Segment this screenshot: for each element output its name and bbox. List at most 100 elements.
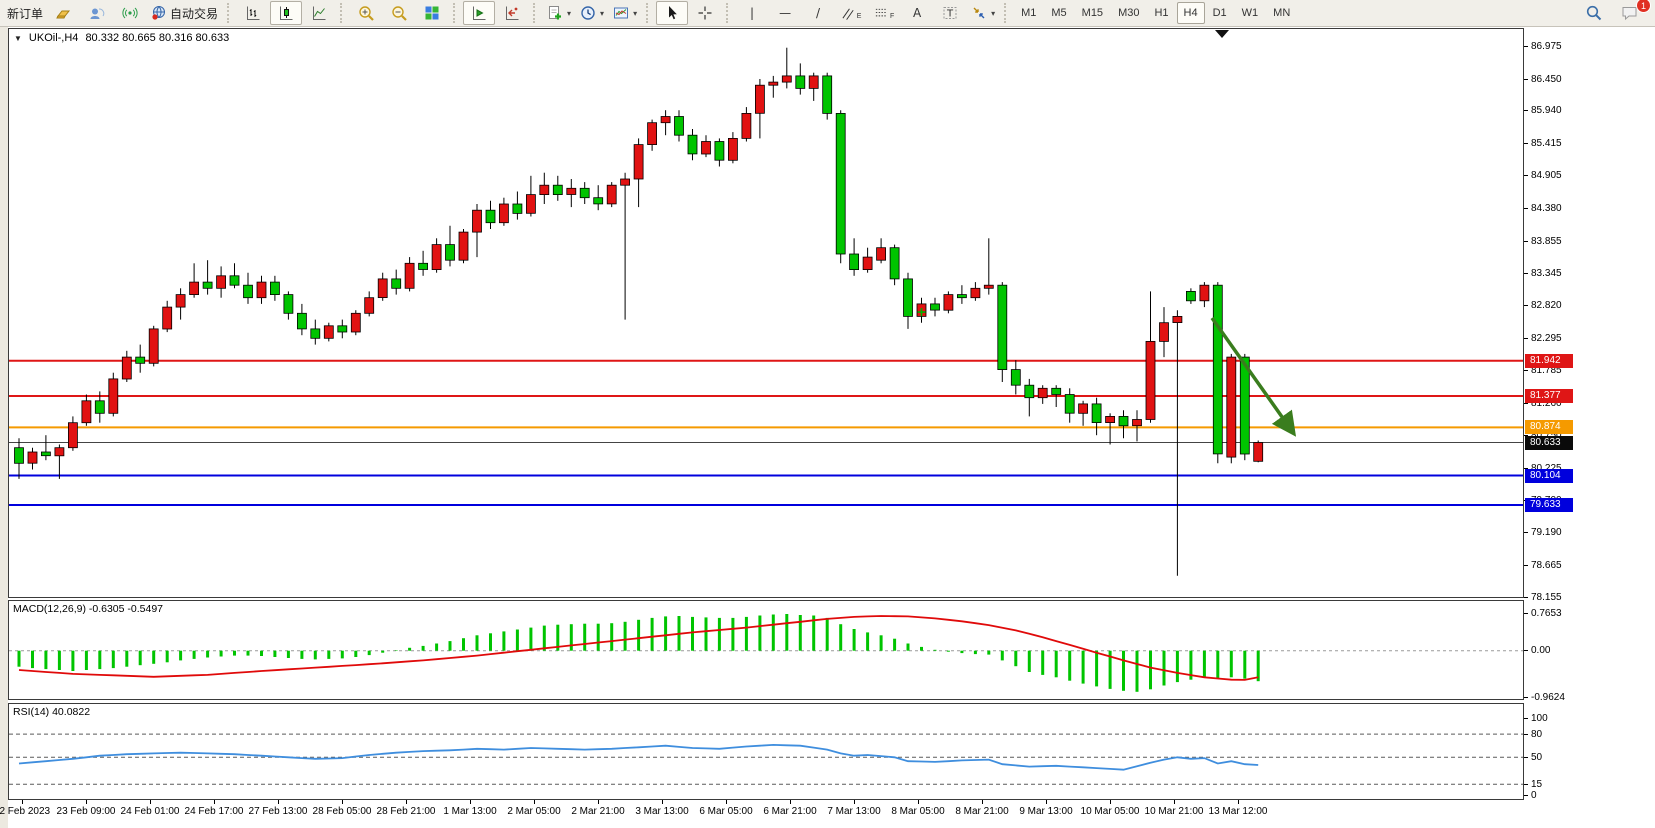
price-tick: 81.260	[1524, 398, 1562, 409]
vertical-line-button[interactable]: |	[736, 1, 768, 25]
crosshair-button[interactable]	[689, 1, 721, 25]
price-axis[interactable]: 86.975 86.450 85.940 85.415 84.905 84.380 83.8…	[1524, 26, 1655, 828]
chevron-down-icon: ▾	[600, 8, 605, 18]
indicators-icon	[547, 5, 563, 21]
signals-button[interactable]	[114, 1, 146, 25]
time-label: 7 Mar 13:00	[827, 806, 881, 817]
time-tick	[854, 800, 855, 804]
macd-signal-line	[18, 615, 1259, 681]
time-tick	[1046, 800, 1047, 804]
chart-ohlc-label: ▼ UKOil-,H4 80.332 80.665 80.316 80.633	[14, 32, 229, 44]
time-label: 6 Mar 21:00	[763, 806, 817, 817]
auto-scroll-button[interactable]	[463, 1, 496, 25]
time-tick	[470, 800, 471, 804]
chart-symbol-label: UKOil-,H4	[28, 32, 79, 44]
price-tick: 82.820	[1524, 300, 1562, 311]
fibonacci-button[interactable]: F	[868, 1, 900, 25]
price-chart-pane[interactable]: ▼ UKOil-,H4 80.332 80.665 80.316 80.633	[8, 28, 1524, 598]
toolbar-separator	[726, 3, 731, 23]
time-label: 28 Feb 21:00	[376, 806, 436, 817]
autotrading-button[interactable]: 自动交易	[147, 1, 222, 25]
candlestick-chart-button[interactable]	[270, 1, 303, 25]
time-axis[interactable]: 22 Feb 2023 23 Feb 09:00 24 Feb 01:00 24 Fe…	[0, 800, 1524, 828]
bar-chart-button[interactable]	[237, 1, 269, 25]
arrows-button[interactable]: ▾	[967, 1, 999, 25]
price-line-badge[interactable]: 81.377	[1525, 389, 1573, 403]
rsi-indicator-pane[interactable]: RSI(14) 40.0822	[8, 703, 1524, 800]
rsi-tick: 15	[1524, 779, 1542, 790]
timeframe-button-h4[interactable]: H4	[1176, 2, 1205, 24]
periods-button[interactable]: ▾	[576, 1, 608, 25]
text-label-button[interactable]: T	[934, 1, 966, 25]
macd-indicator-pane[interactable]: MACD(12,26,9) -0.6305 -0.5497	[8, 600, 1524, 700]
search-button[interactable]	[1578, 1, 1610, 25]
timeframe-button-m15[interactable]: M15	[1081, 7, 1104, 19]
time-label: 3 Mar 13:00	[635, 806, 689, 817]
timeframe-button-w1[interactable]: W1	[1241, 7, 1259, 19]
time-label: 28 Feb 05:00	[312, 806, 372, 817]
sell-arrow	[1210, 316, 1297, 437]
zoom-out-button[interactable]	[383, 1, 415, 25]
toolbar-separator	[453, 3, 458, 23]
time-label: 22 Feb 2023	[0, 806, 51, 817]
toolbar-separator	[340, 3, 345, 23]
fibonacci-icon	[874, 6, 889, 21]
price-line-badge[interactable]: 81.942	[1525, 353, 1573, 368]
timeframe-button-m30[interactable]: M30	[1118, 7, 1140, 19]
timeframe-button-d1[interactable]: D1	[1212, 7, 1227, 19]
toolbar-separator	[646, 3, 651, 23]
time-label: 24 Feb 17:00	[184, 806, 244, 817]
signals-icon	[122, 5, 138, 21]
price-line-badge[interactable]: 80.104	[1525, 468, 1573, 483]
tile-windows-button[interactable]	[416, 1, 448, 25]
time-label: 27 Feb 13:00	[248, 806, 308, 817]
text-icon: A	[912, 6, 922, 20]
new-order-button[interactable]: 新订单	[3, 1, 47, 25]
price-tick: 81.785	[1524, 365, 1562, 376]
timeframe-button-mn[interactable]: MN	[1273, 7, 1291, 19]
text-button[interactable]: A	[901, 1, 933, 25]
timeframe-button-h1[interactable]: H1	[1154, 7, 1169, 19]
notification-badge: 1	[1636, 0, 1651, 13]
chart-shift-marker	[1215, 30, 1229, 38]
community-icon	[89, 5, 105, 21]
timeframe-bar: M1 M5 M15 M30 H1 H4 D1 W1 MN	[1014, 2, 1297, 24]
price-line-badge[interactable]: 80.633	[1525, 435, 1573, 450]
macd-histogram	[17, 614, 1260, 692]
channel-button[interactable]: E	[835, 1, 867, 25]
price-line-badge[interactable]: 79.633	[1525, 498, 1573, 512]
cursor-button[interactable]	[656, 1, 689, 25]
rsi-tick: 100	[1524, 713, 1548, 724]
channel-e-label: E	[856, 13, 862, 20]
indicators-button[interactable]: ▾	[543, 1, 575, 25]
time-tick	[1110, 800, 1111, 804]
crosshair-icon	[697, 5, 713, 21]
time-tick	[278, 800, 279, 804]
price-tick: 85.415	[1524, 138, 1562, 149]
cursor-icon	[664, 5, 680, 21]
chart-window: ▼ UKOil-,H4 80.332 80.665 80.316 80.633 …	[0, 26, 1655, 828]
price-tick: 86.975	[1524, 41, 1562, 52]
time-label: 8 Mar 21:00	[955, 806, 1009, 817]
zoom-in-button[interactable]	[350, 1, 382, 25]
time-tick	[982, 800, 983, 804]
time-tick	[22, 800, 23, 804]
toolbar-separator	[227, 3, 232, 23]
market-button[interactable]	[48, 1, 80, 25]
svg-text:T: T	[946, 9, 954, 20]
templates-button[interactable]: ▾	[609, 1, 641, 25]
trendline-button[interactable]: /	[802, 1, 834, 25]
chart-shift-button[interactable]	[496, 1, 528, 25]
macd-canvas	[9, 614, 1523, 692]
globe-icon	[151, 5, 167, 21]
chat-button[interactable]: 1	[1614, 0, 1651, 25]
price-line-badge[interactable]: 80.874	[1525, 420, 1573, 435]
rsi-tick: 50	[1524, 752, 1542, 763]
timeframe-button-m5[interactable]: M5	[1051, 7, 1067, 19]
horizontal-line-button[interactable]: —	[769, 1, 801, 25]
line-chart-button[interactable]	[303, 1, 335, 25]
zoom-out-icon	[391, 5, 408, 22]
time-tick	[534, 800, 535, 804]
community-button[interactable]	[81, 1, 113, 25]
timeframe-button-m1[interactable]: M1	[1021, 7, 1037, 19]
